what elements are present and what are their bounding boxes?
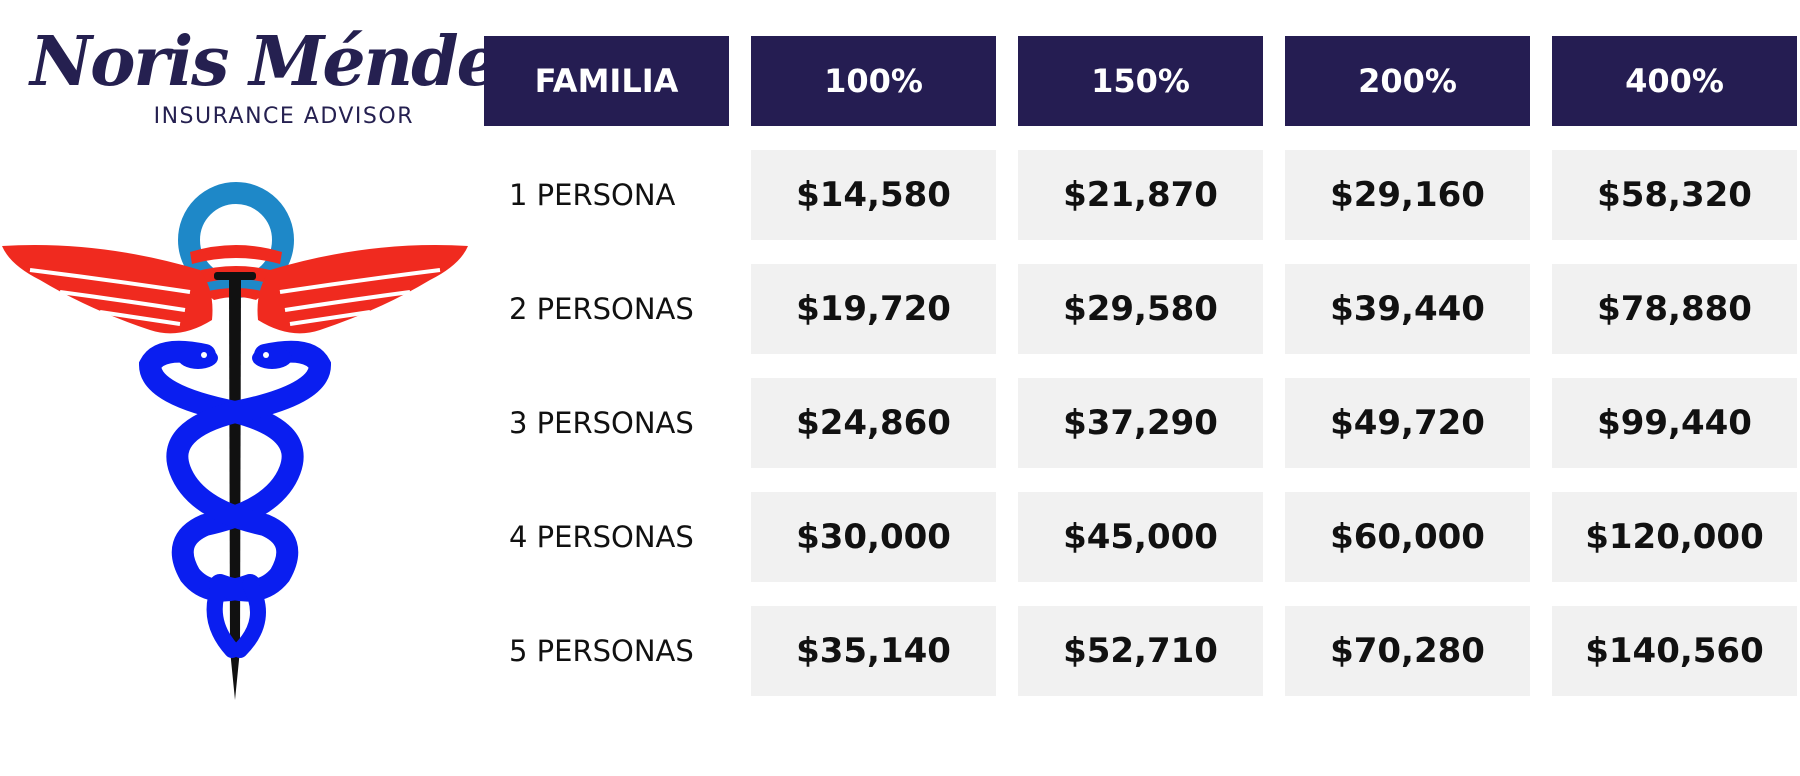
header-100: 100% [751,36,996,126]
row-label: 4 PERSONAS [509,520,694,554]
header-200: 200% [1285,36,1530,126]
table-cell: $35,140 [751,606,996,696]
table-cell: $78,880 [1552,264,1797,354]
header-400: 400% [1552,36,1797,126]
table-cell: $29,580 [1018,264,1263,354]
table-cell: $140,560 [1552,606,1797,696]
table-cell: $45,000 [1018,492,1263,582]
table-cell: $21,870 [1018,150,1263,240]
row-label: 3 PERSONAS [509,406,694,440]
table-cell: $60,000 [1285,492,1530,582]
table-cell: $39,440 [1285,264,1530,354]
table-cell: $14,580 [751,150,996,240]
brand-panel: Noris Méndez INSURANCE ADVISOR [0,0,537,776]
table-cell: $49,720 [1285,378,1530,468]
table-cell: $99,440 [1552,378,1797,468]
table-cell: $52,710 [1018,606,1263,696]
table-cell: $19,720 [751,264,996,354]
header-150: 150% [1018,36,1263,126]
header-familia: FAMILIA [484,36,729,126]
row-label: 5 PERSONAS [509,634,694,668]
table-cell: $24,860 [751,378,996,468]
row-label: 1 PERSONA [509,178,676,212]
table-cell: $120,000 [1552,492,1797,582]
table-cell: $29,160 [1285,150,1530,240]
income-table: FAMILIA 100% 150% 200% 400% 1 PERSONA $1… [484,36,1797,720]
row-label: 2 PERSONAS [509,292,694,326]
table-cell: $70,280 [1285,606,1530,696]
table-cell: $58,320 [1552,150,1797,240]
caduceus-icon [2,182,468,700]
table-cell: $30,000 [751,492,996,582]
brand-subtitle: INSURANCE ADVISOR [153,104,414,129]
table-cell: $37,290 [1018,378,1263,468]
brand-name: Noris Méndez [30,22,537,102]
